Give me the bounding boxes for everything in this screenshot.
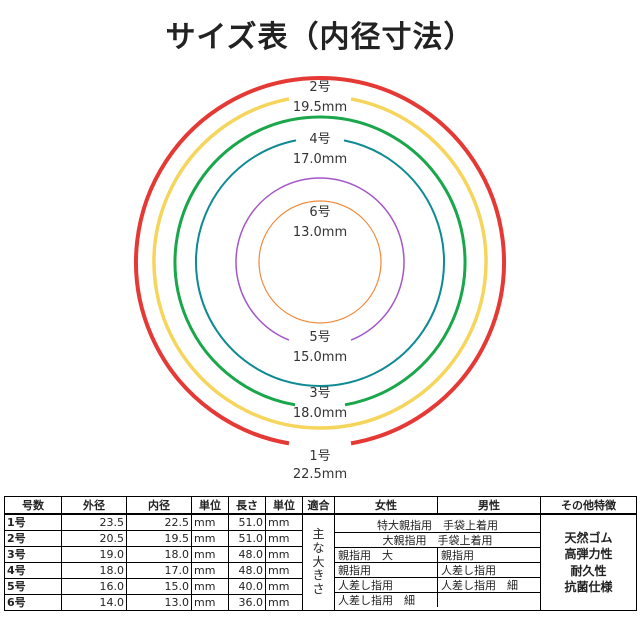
unit-value: mm bbox=[191, 578, 229, 595]
inner-value: 22.5 bbox=[126, 513, 192, 531]
ring-diameter-label: 15.0mm bbox=[293, 350, 347, 365]
fit-women: 親指用 bbox=[335, 562, 438, 578]
outer-value: 14.0 bbox=[61, 594, 127, 611]
length-value: 40.0 bbox=[228, 578, 266, 595]
outer-value: 16.0 bbox=[61, 578, 127, 595]
fit-label: 主な大きさ bbox=[302, 513, 335, 611]
header-fit: 適合 bbox=[302, 496, 335, 515]
unit-value: mm bbox=[265, 578, 303, 595]
outer-value: 19.0 bbox=[61, 546, 127, 563]
ring-size-label: 5号 bbox=[309, 330, 330, 345]
length-value: 48.0 bbox=[228, 546, 266, 563]
outer-value: 18.0 bbox=[61, 562, 127, 579]
header-unit: 単位 bbox=[191, 496, 229, 515]
header-men: 男性 bbox=[437, 496, 541, 515]
ring-size-label: 2号 bbox=[309, 80, 330, 95]
fit-full: 大親指用 手袋上着用 bbox=[335, 532, 540, 548]
header-unit: 単位 bbox=[265, 496, 303, 515]
ring-arc bbox=[134, 76, 506, 446]
page-title: サイズ表（内径寸法） bbox=[165, 20, 475, 55]
size-label: 1号 bbox=[4, 513, 62, 531]
size-label: 4号 bbox=[4, 562, 62, 579]
inner-value: 13.0 bbox=[126, 594, 192, 611]
length-value: 51.0 bbox=[228, 513, 266, 531]
ring-diameter-label: 17.0mm bbox=[293, 152, 347, 167]
fit-label-text: 主な大きさ bbox=[312, 527, 325, 597]
header-size: 号数 bbox=[4, 496, 62, 515]
ring-diameter-label: 22.5mm bbox=[293, 467, 347, 482]
length-value: 51.0 bbox=[228, 530, 266, 547]
fit-full: 特大親指用 手袋上着用 bbox=[335, 518, 540, 533]
inner-value: 19.5 bbox=[126, 530, 192, 547]
inner-value: 15.0 bbox=[126, 578, 192, 595]
unit-value: mm bbox=[191, 530, 229, 547]
table-header-row: 号数 外径 内径 単位 長さ 単位 適合 女性 男性 その他特徴 bbox=[4, 496, 637, 515]
header-features: その他特徴 bbox=[540, 496, 637, 515]
inner-value: 18.0 bbox=[126, 546, 192, 563]
table-row: 6号 14.0 13.0 mm 36.0 mm bbox=[4, 594, 637, 611]
length-value: 48.0 bbox=[228, 562, 266, 579]
fit-women: 人差し指用 細 bbox=[335, 592, 438, 607]
fit-women: 親指用 大 bbox=[335, 547, 438, 563]
ring-size-label: 3号 bbox=[309, 386, 330, 401]
fit-cell: 特大親指用 手袋上着用 大親指用 手袋上着用 親指用 大親指用 親指用 人差し指用… bbox=[334, 513, 541, 611]
unit-value: mm bbox=[265, 546, 303, 563]
unit-value: mm bbox=[265, 530, 303, 547]
inner-value: 17.0 bbox=[126, 562, 192, 579]
unit-value: mm bbox=[191, 513, 229, 531]
header-inner: 内径 bbox=[126, 496, 192, 515]
ring-diameter-label: 13.0mm bbox=[293, 225, 347, 240]
unit-value: mm bbox=[265, 594, 303, 611]
length-value: 36.0 bbox=[228, 594, 266, 611]
fit-row: 人差し指用 人差し指用 細 bbox=[335, 577, 540, 593]
table-row: 1号 23.5 22.5 mm 51.0 mm 主な大きさ 特大親指用 手袋上着… bbox=[4, 513, 637, 611]
fit-men: 親指用 bbox=[437, 547, 540, 563]
ring-diameter-label: 18.0mm bbox=[293, 406, 347, 421]
fit-row: 親指用 人差し指用 bbox=[335, 562, 540, 578]
outer-value: 20.5 bbox=[61, 530, 127, 547]
size-label: 6号 bbox=[4, 594, 62, 611]
features-cell: 天然ゴム 高弾力性 耐久性 抗菌仕様 bbox=[540, 513, 637, 611]
unit-value: mm bbox=[191, 546, 229, 563]
ring-arc bbox=[235, 177, 405, 341]
ring-size-label: 6号 bbox=[309, 205, 330, 220]
unit-value: mm bbox=[265, 562, 303, 579]
fit-men bbox=[437, 592, 540, 607]
ring-size-label: 1号 bbox=[309, 449, 330, 464]
header-outer: 外径 bbox=[61, 496, 127, 515]
size-label: 5号 bbox=[4, 578, 62, 595]
fit-row: 特大親指用 手袋上着用 bbox=[335, 518, 540, 533]
unit-value: mm bbox=[191, 562, 229, 579]
fit-men: 人差し指用 bbox=[437, 562, 540, 578]
size-table: 号数 外径 内径 単位 長さ 単位 適合 女性 男性 その他特徴 1号 23.5… bbox=[4, 496, 637, 611]
size-label: 3号 bbox=[4, 546, 62, 563]
ring-arc bbox=[152, 97, 488, 430]
fit-table: 特大親指用 手袋上着用 大親指用 手袋上着用 親指用 大親指用 親指用 人差し指用… bbox=[335, 518, 540, 607]
fit-row: 人差し指用 細 bbox=[335, 592, 540, 607]
ring-arc bbox=[173, 115, 467, 407]
fit-women: 人差し指用 bbox=[335, 577, 438, 593]
unit-value: mm bbox=[191, 594, 229, 611]
ring-size-label: 4号 bbox=[309, 132, 330, 147]
ring-arc bbox=[195, 139, 445, 387]
fit-row: 親指用 大親指用 bbox=[335, 547, 540, 563]
ring-arc bbox=[258, 200, 382, 324]
header-length: 長さ bbox=[228, 496, 266, 515]
ring-diameter-label: 19.5mm bbox=[293, 100, 347, 115]
fit-men: 人差し指用 細 bbox=[437, 577, 540, 593]
fit-row: 大親指用 手袋上着用 bbox=[335, 532, 540, 548]
outer-value: 23.5 bbox=[61, 513, 127, 531]
size-label: 2号 bbox=[4, 530, 62, 547]
features-text: 天然ゴム 高弾力性 耐久性 抗菌仕様 bbox=[564, 531, 613, 594]
unit-value: mm bbox=[265, 513, 303, 531]
table-row: 5号 16.0 15.0 mm 40.0 mm bbox=[4, 578, 637, 595]
header-women: 女性 bbox=[334, 496, 438, 515]
